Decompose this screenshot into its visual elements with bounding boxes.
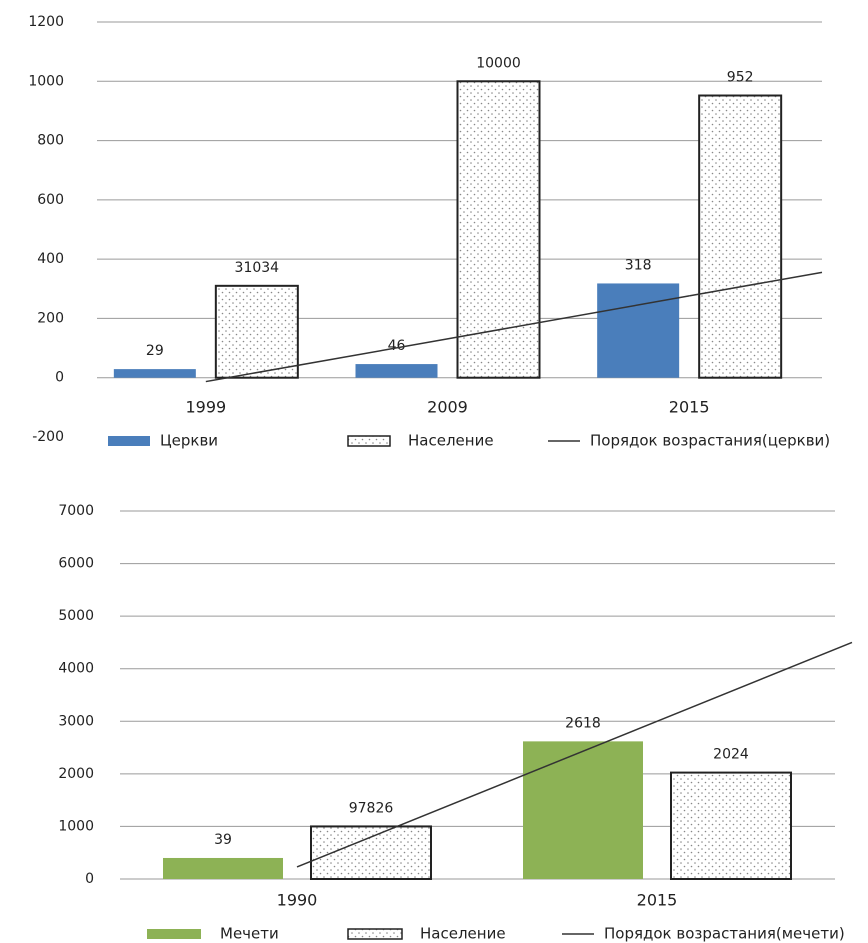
bar bbox=[355, 364, 438, 378]
x-tick-label: 1999 bbox=[185, 398, 226, 417]
trend-line bbox=[205, 295, 690, 383]
legend-swatch bbox=[347, 928, 403, 940]
bar bbox=[698, 94, 783, 379]
x-tick-label: 2009 bbox=[427, 398, 468, 417]
bar bbox=[310, 825, 432, 881]
data-label: 29 bbox=[146, 343, 164, 359]
legend-label: Порядок возрастания(мечети) bbox=[604, 925, 845, 943]
x-tick-label: 2015 bbox=[669, 398, 710, 417]
y-tick-label: 400 bbox=[37, 251, 64, 267]
data-label: 2024 bbox=[713, 747, 749, 763]
y-tick-label: 600 bbox=[37, 192, 64, 208]
bar bbox=[670, 771, 792, 881]
data-label: 46 bbox=[388, 338, 406, 354]
legend-label: Порядок возрастания(церкви) bbox=[590, 432, 830, 450]
bar bbox=[523, 741, 643, 879]
y-tick-label: 2000 bbox=[58, 766, 94, 782]
y-tick-label: 200 bbox=[37, 310, 64, 326]
data-label: 952 bbox=[727, 70, 754, 86]
x-tick-label: 2015 bbox=[637, 891, 678, 910]
data-label: 10000 bbox=[476, 55, 521, 71]
y-tick-label: 1000 bbox=[58, 818, 94, 834]
y-tick-label: 7000 bbox=[58, 503, 94, 519]
bar bbox=[113, 369, 196, 378]
trend-line bbox=[296, 720, 658, 868]
y-tick-label: 5000 bbox=[58, 608, 94, 624]
y-tick-label: 1200 bbox=[28, 14, 64, 30]
bar bbox=[214, 284, 299, 379]
y-tick-label: -200 bbox=[32, 429, 64, 445]
legend-label: Население bbox=[408, 432, 494, 450]
legend-swatch bbox=[108, 436, 150, 446]
y-tick-label: 3000 bbox=[58, 713, 94, 729]
data-label: 318 bbox=[625, 257, 652, 273]
y-tick-label: 0 bbox=[55, 370, 64, 386]
data-label: 31034 bbox=[235, 260, 280, 276]
y-tick-label: 4000 bbox=[58, 661, 94, 677]
legend-label: Население bbox=[420, 925, 506, 943]
x-tick-label: 1990 bbox=[277, 891, 318, 910]
legend-label: Мечети bbox=[220, 925, 279, 943]
bar bbox=[597, 283, 680, 378]
data-label: 2618 bbox=[565, 715, 601, 731]
legend-label: Церкви bbox=[160, 432, 218, 450]
trend-extension bbox=[656, 641, 853, 722]
y-tick-label: 1000 bbox=[28, 73, 64, 89]
bar bbox=[163, 857, 283, 879]
data-label: 97826 bbox=[349, 800, 394, 816]
legend-swatch bbox=[347, 435, 391, 447]
legend-swatch bbox=[147, 929, 201, 939]
bar bbox=[456, 80, 541, 379]
y-tick-label: 6000 bbox=[58, 556, 94, 572]
trend-extension bbox=[689, 271, 823, 297]
y-tick-label: 800 bbox=[37, 133, 64, 149]
y-tick-label: 0 bbox=[85, 871, 94, 887]
data-label: 39 bbox=[214, 832, 232, 848]
